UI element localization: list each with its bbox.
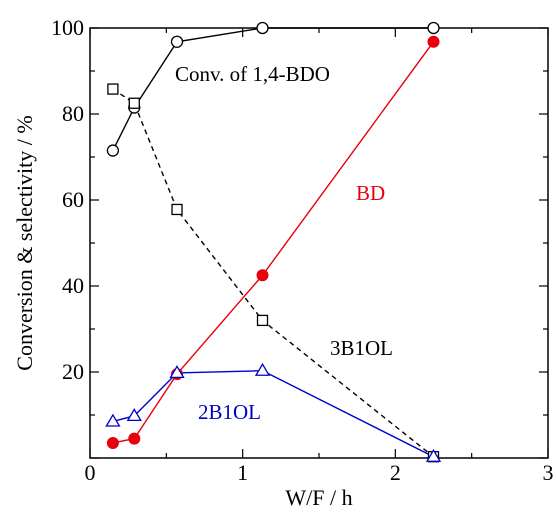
y-tick-label: 40: [62, 273, 84, 298]
tick-labels: 0 1 2 3 20 40 60 80 100: [51, 15, 554, 485]
axis-ticks: [89, 27, 549, 459]
x-tick-label: 0: [85, 460, 96, 485]
data-point: [425, 448, 442, 462]
series-lines: [112, 27, 435, 458]
data-point: [256, 314, 269, 327]
data-point: [128, 432, 141, 445]
annotation-3b1ol: 3B1OL: [330, 336, 393, 360]
data-point: [106, 144, 120, 157]
series-markers: [105, 21, 442, 463]
series-line-0: [112, 27, 434, 151]
data-point: [256, 269, 269, 282]
data-point: [126, 408, 142, 422]
data-point: [106, 436, 119, 449]
annotation-bd: BD: [356, 181, 385, 205]
series-line-2: [112, 41, 435, 444]
data-point: [256, 21, 269, 35]
data-point: [170, 35, 184, 48]
y-tick-label: 100: [51, 15, 84, 40]
data-point: [171, 203, 183, 216]
y-tick-label: 60: [62, 187, 84, 212]
series-line-3: [112, 369, 434, 458]
data-point: [427, 21, 440, 35]
data-point: [427, 35, 440, 48]
y-tick-label: 80: [62, 101, 84, 126]
x-tick-label: 3: [543, 460, 554, 485]
data-point: [254, 362, 271, 376]
data-point: [107, 83, 119, 95]
plot-frame: [89, 27, 549, 459]
x-tick-label: 1: [237, 460, 248, 485]
data-point: [169, 365, 185, 379]
annotation-conv-bdo: Conv. of 1,4-BDO: [175, 62, 330, 86]
x-axis-title: W/F / h: [285, 485, 352, 510]
data-point: [128, 97, 140, 109]
annotation-2b1ol: 2B1OL: [198, 400, 261, 424]
data-point: [105, 413, 121, 427]
series-line-1: [112, 88, 434, 458]
y-tick-label: 20: [62, 359, 84, 384]
y-axis-title: Conversion & selectivity / %: [12, 115, 37, 370]
x-tick-label: 2: [390, 460, 401, 485]
